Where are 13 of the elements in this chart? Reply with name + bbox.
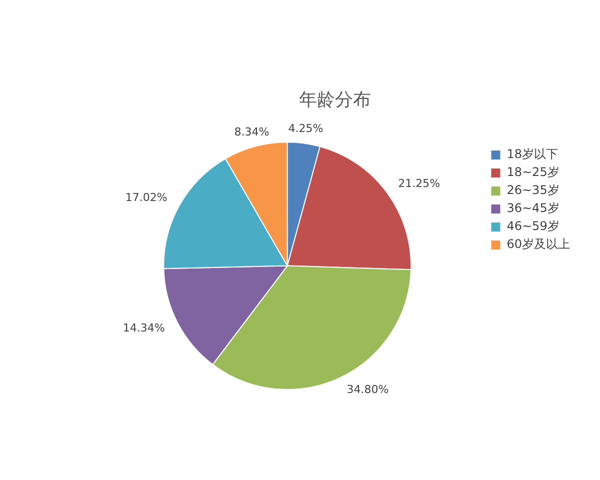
legend-label: 18~25岁 xyxy=(506,165,560,180)
chart-title: 年龄分布 xyxy=(299,89,371,110)
data-label: 34.80% xyxy=(346,382,389,396)
data-label: 21.25% xyxy=(398,176,440,190)
data-label: 4.25% xyxy=(288,122,324,136)
legend-label: 60岁及以上 xyxy=(506,237,570,252)
data-label: 14.34% xyxy=(122,321,165,334)
data-label: 8.34% xyxy=(234,126,270,139)
legend-label: 26~35岁 xyxy=(506,183,560,198)
legend-label: 46~59岁 xyxy=(506,219,560,234)
data-label: 17.02% xyxy=(125,191,168,204)
legend-label: 36~45岁 xyxy=(506,201,560,216)
legend-label: 18岁以下 xyxy=(506,147,558,162)
